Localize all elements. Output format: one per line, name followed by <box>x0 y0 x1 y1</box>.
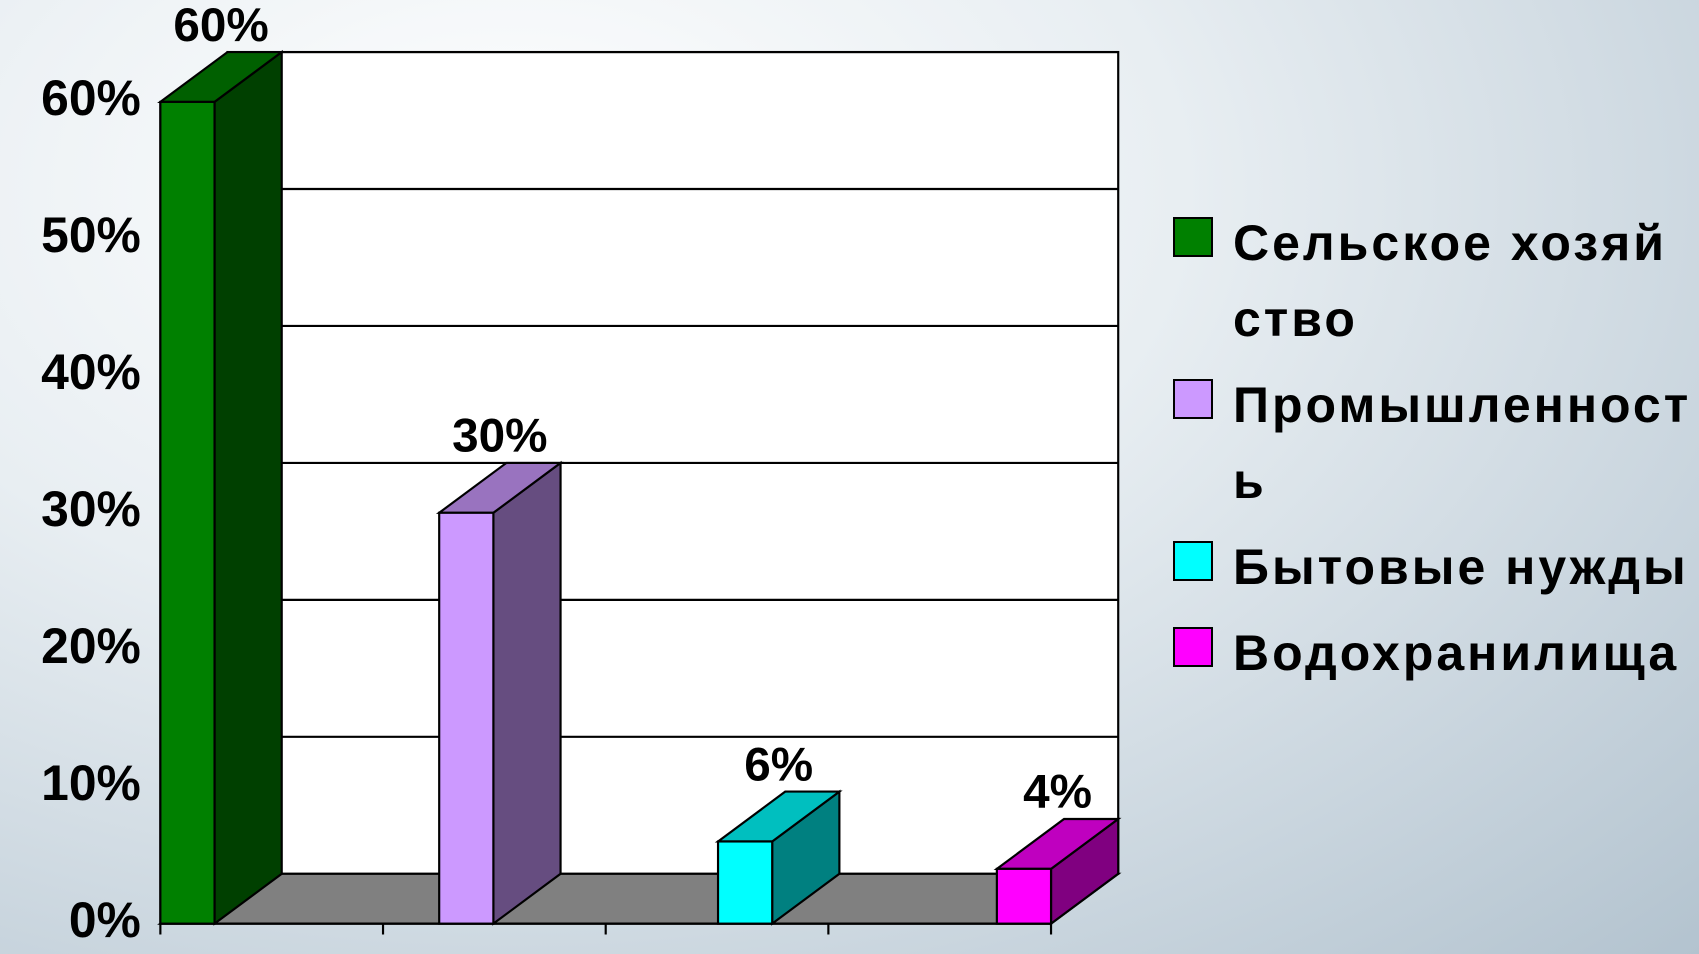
bar <box>997 869 1051 924</box>
value-label: 30% <box>452 410 547 463</box>
legend-label: Промышленность <box>1233 367 1693 519</box>
bar-side <box>493 463 560 924</box>
y-tick-label: 40% <box>41 344 141 400</box>
bar <box>160 102 214 924</box>
legend-swatch <box>1173 541 1213 581</box>
y-tick-label: 0% <box>69 892 141 948</box>
value-label: 4% <box>1023 766 1092 819</box>
bar <box>439 513 493 924</box>
legend-label: Бытовые нужды <box>1233 529 1693 605</box>
legend-swatch <box>1173 379 1213 419</box>
floor <box>160 874 1118 924</box>
value-label: 60% <box>173 0 268 52</box>
legend-item: Бытовые нужды <box>1173 529 1693 605</box>
legend-swatch <box>1173 627 1213 667</box>
legend-label: Водохранилища <box>1233 615 1693 691</box>
y-tick-label: 50% <box>41 207 141 263</box>
y-tick-label: 30% <box>41 481 141 537</box>
bar-side <box>215 52 282 924</box>
legend-swatch <box>1173 217 1213 257</box>
legend-label: Сельское хозяйство <box>1233 205 1693 357</box>
legend-item: Водохранилища <box>1173 615 1693 691</box>
y-tick-label: 60% <box>41 70 141 126</box>
page: 0% 10% 20% 30% 40% 50% 60% 60% 30% 6% 4% Сельское … <box>0 0 1699 954</box>
legend-item: Промышленность <box>1173 367 1693 519</box>
bar <box>718 841 772 923</box>
value-label: 6% <box>744 738 813 791</box>
legend-item: Сельское хозяйство <box>1173 205 1693 357</box>
y-tick-label: 20% <box>41 618 141 674</box>
y-tick-label: 10% <box>41 755 141 811</box>
